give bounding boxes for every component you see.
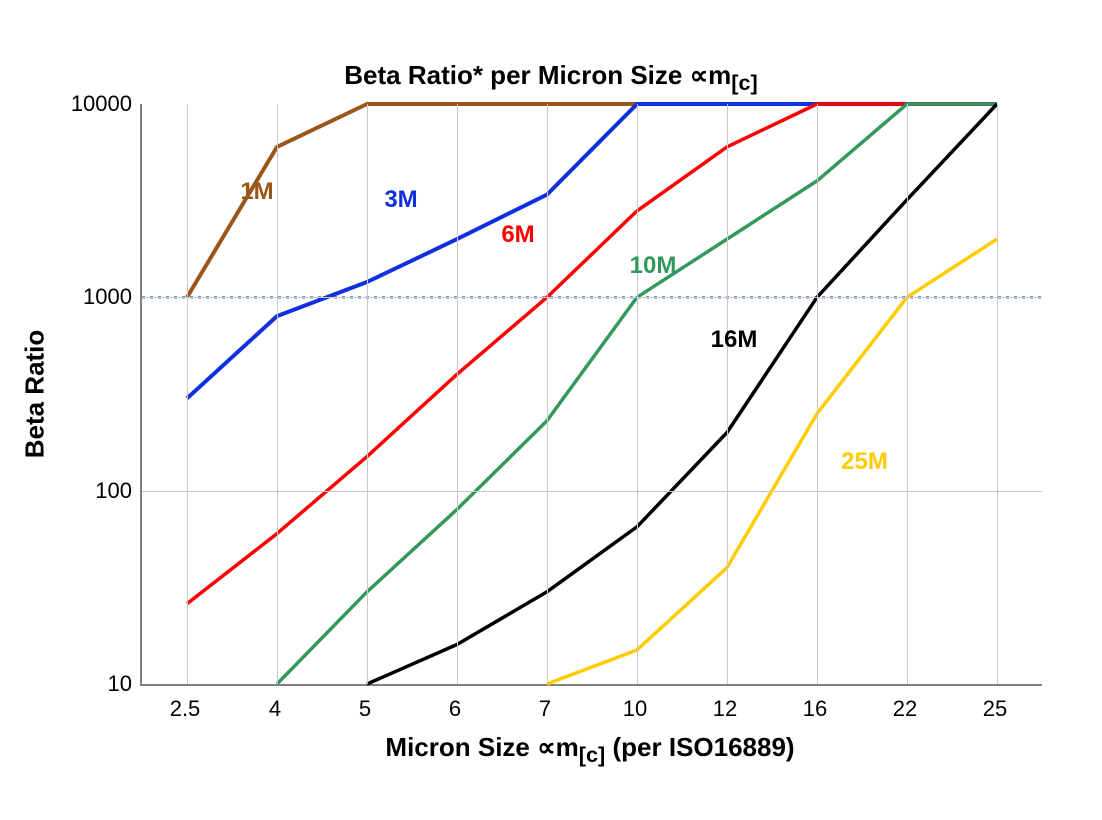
- gridline-vertical: [997, 104, 998, 684]
- gridline-vertical: [187, 104, 188, 684]
- series-label-6M: 6M: [501, 221, 534, 249]
- gridline-vertical: [277, 104, 278, 684]
- gridline-vertical: [907, 104, 908, 684]
- series-line-3M: [187, 104, 997, 398]
- x-tick-label: 25: [983, 696, 1007, 722]
- x-tick-label: 22: [893, 696, 917, 722]
- gridline-vertical: [727, 104, 728, 684]
- series-line-25M: [547, 239, 997, 684]
- series-label-3M: 3M: [384, 186, 417, 214]
- x-tick-label: 10: [623, 696, 647, 722]
- x-tick-label: 5: [359, 696, 371, 722]
- y-tick-label: 1000: [68, 284, 132, 310]
- gridline-vertical: [367, 104, 368, 684]
- chart-title: Beta Ratio* per Micron Size ∝m[c]: [0, 60, 1102, 96]
- beta-ratio-chart: Beta Ratio* per Micron Size ∝m[c] Beta R…: [0, 0, 1102, 820]
- series-label-10M: 10M: [630, 252, 677, 280]
- series-line-6M: [187, 104, 997, 604]
- gridline-vertical: [547, 104, 548, 684]
- gridline-horizontal: [142, 297, 1042, 298]
- x-tick-label: 12: [713, 696, 737, 722]
- plot-area: [140, 104, 1042, 686]
- chart-title-text: Beta Ratio* per Micron Size ∝m[c]: [344, 60, 757, 90]
- y-axis-label: Beta Ratio: [20, 330, 51, 459]
- x-axis-label-text: Micron Size ∝m[c] (per ISO16889): [385, 732, 794, 762]
- x-tick-label: 16: [803, 696, 827, 722]
- series-line-16M: [367, 104, 997, 684]
- y-tick-label: 100: [68, 478, 132, 504]
- gridline-horizontal: [142, 491, 1042, 492]
- series-label-16M: 16M: [711, 326, 758, 354]
- x-tick-label: 6: [449, 696, 461, 722]
- y-axis-label-text: Beta Ratio: [20, 330, 50, 459]
- series-label-1M: 1M: [240, 178, 273, 206]
- x-axis-label: Micron Size ∝m[c] (per ISO16889): [385, 732, 794, 768]
- gridline-vertical: [817, 104, 818, 684]
- gridline-vertical: [637, 104, 638, 684]
- gridline-vertical: [457, 104, 458, 684]
- y-tick-label: 10: [68, 671, 132, 697]
- x-tick-label: 2.5: [170, 696, 201, 722]
- series-label-25M: 25M: [841, 448, 888, 476]
- x-tick-label: 4: [269, 696, 281, 722]
- x-tick-label: 7: [539, 696, 551, 722]
- y-tick-label: 10000: [68, 91, 132, 117]
